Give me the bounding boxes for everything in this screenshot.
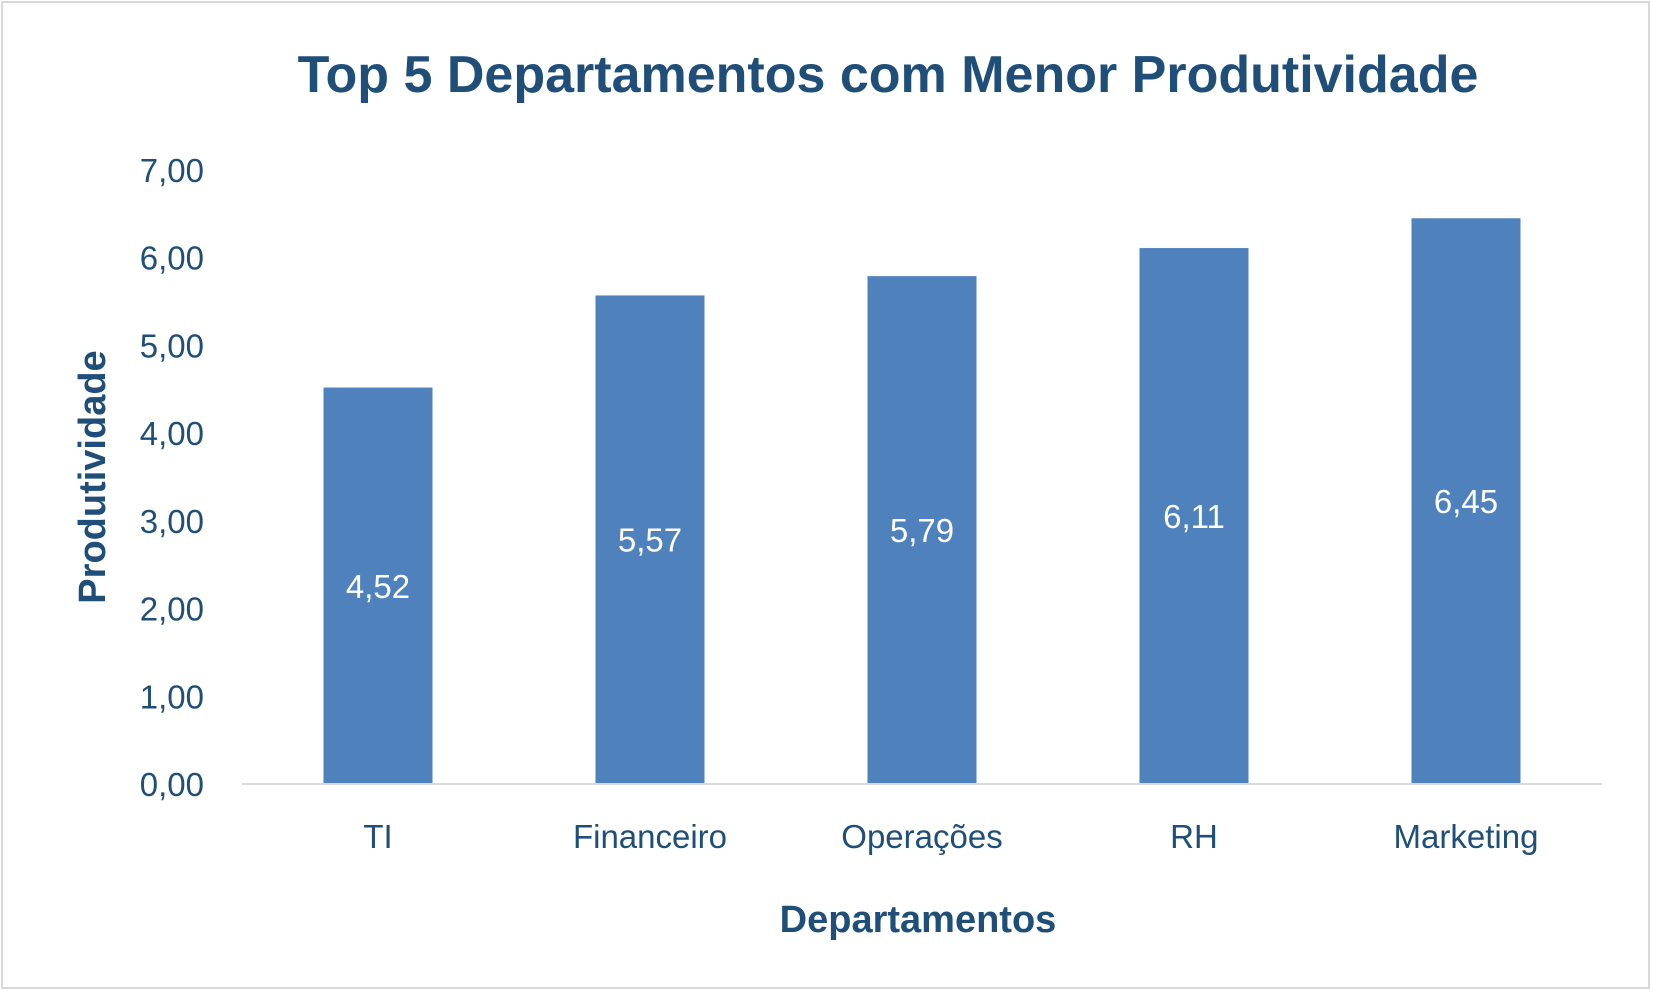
data-label: 5,57 — [618, 522, 682, 559]
category-label: TI — [363, 818, 392, 855]
data-labels-group: 4,52 5,57 5,79 6,11 6,45 — [346, 483, 1498, 605]
y-tick-label: 6,00 — [140, 240, 204, 277]
bar-rh — [1139, 248, 1249, 784]
y-tick-label: 0,00 — [140, 766, 204, 803]
chart-title: Top 5 Departamentos com Menor Produtivid… — [298, 46, 1479, 104]
y-axis-title: Produtividade — [72, 350, 114, 603]
bar-opera-es — [867, 276, 977, 784]
y-tick-label: 2,00 — [140, 591, 204, 628]
category-labels-group: TI Financeiro Operações RH Marketing — [363, 818, 1538, 855]
data-label: 4,52 — [346, 568, 410, 605]
data-label: 6,11 — [1163, 498, 1225, 535]
category-label: Operações — [841, 818, 1002, 855]
y-axis-ticks: 0,00 1,00 2,00 3,00 4,00 5,00 6,00 7,00 — [140, 152, 204, 803]
bar-ti — [323, 387, 433, 784]
data-label: 5,79 — [890, 512, 954, 549]
y-tick-label: 1,00 — [140, 678, 204, 715]
category-label: Financeiro — [573, 818, 727, 855]
category-label: RH — [1170, 818, 1218, 855]
y-tick-label: 7,00 — [140, 152, 204, 189]
bar-marketing — [1411, 218, 1521, 784]
y-tick-label: 3,00 — [140, 503, 204, 540]
bars-group — [323, 218, 1521, 784]
y-tick-label: 5,00 — [140, 327, 204, 364]
x-axis-title: Departamentos — [780, 899, 1057, 941]
category-label: Marketing — [1394, 818, 1539, 855]
data-label: 6,45 — [1434, 483, 1498, 520]
y-tick-label: 4,00 — [140, 415, 204, 452]
bar-financeiro — [595, 295, 705, 784]
